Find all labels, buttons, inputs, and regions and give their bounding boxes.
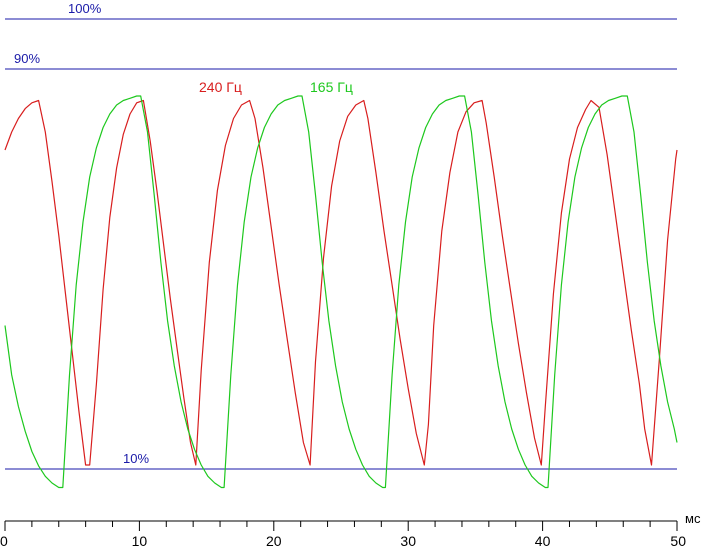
x-tick-label: 30 — [400, 533, 416, 549]
series-labels: 240 Гц 165 Гц — [199, 79, 353, 95]
x-tick-label: 20 — [266, 533, 282, 549]
reference-lines: 100% 90% 10% — [5, 1, 677, 470]
x-tick-label: 50 — [670, 533, 686, 549]
reference-line-label: 10% — [123, 451, 149, 466]
reference-line-label: 100% — [68, 1, 102, 16]
series-line-165hz — [4, 95, 678, 489]
series-label: 165 Гц — [310, 79, 353, 95]
x-axis-ticks: 0 10 20 30 40 50 — [0, 521, 686, 549]
x-axis-unit-label: мс — [685, 511, 701, 526]
series-line-240hz — [4, 99, 678, 466]
x-axis: 0 10 20 30 40 50 мс — [0, 511, 701, 549]
x-tick-label: 0 — [0, 533, 8, 549]
series-label: 240 Гц — [199, 79, 242, 95]
x-tick-label: 40 — [535, 533, 551, 549]
reference-line-label: 90% — [14, 51, 40, 66]
x-tick-label: 10 — [132, 533, 148, 549]
series-lines — [4, 95, 678, 489]
